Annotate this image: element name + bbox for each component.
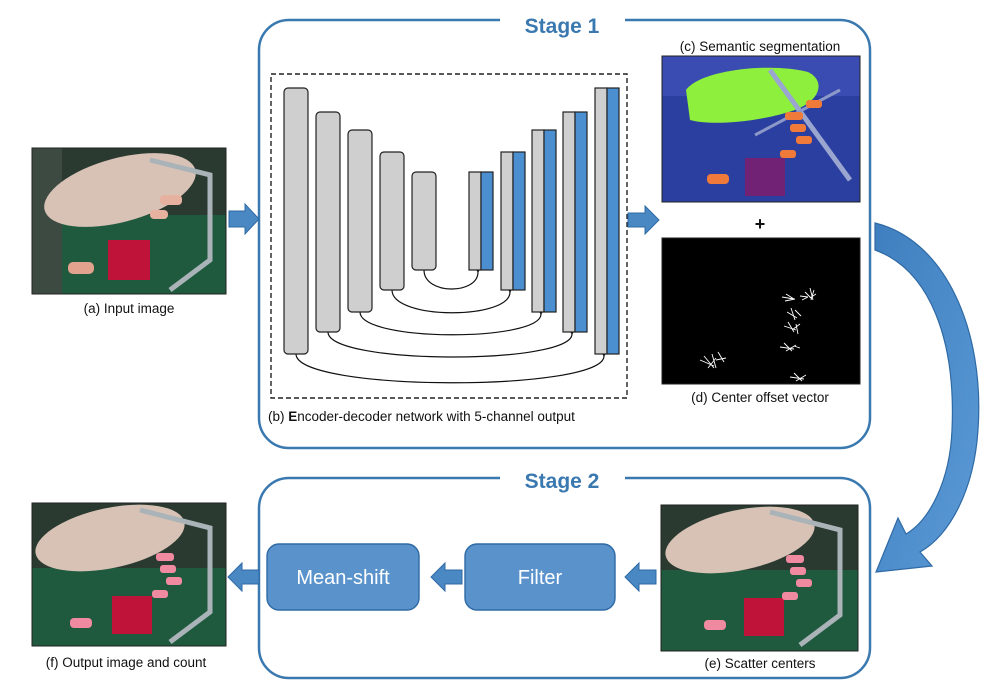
arrow-meanshift-to-output — [227, 561, 260, 593]
skip-connections — [295, 269, 605, 384]
encoder-block-1 — [283, 87, 309, 355]
stage1-title-bg — [500, 8, 625, 36]
filter-box — [464, 543, 616, 611]
encoder-block-5 — [411, 171, 437, 271]
output-image — [31, 502, 227, 647]
input-image — [31, 147, 227, 295]
network-frame — [270, 73, 628, 399]
decoder-block-1-blue — [480, 171, 494, 271]
decoder-block-3-blue — [543, 129, 557, 313]
decoder-block-3-grey — [531, 129, 545, 313]
encoder-block-2 — [315, 111, 341, 333]
encoder-block-4 — [379, 151, 405, 291]
network-caption: (b) Encoder-decoder network with 5-chann… — [268, 409, 575, 424]
scatter-caption: (e) Scatter centers — [704, 656, 815, 671]
stage2-title: Stage 2 — [525, 470, 600, 493]
meanshift-box — [266, 543, 420, 611]
stage1-title: Stage 1 — [525, 15, 600, 38]
decoder-block-1-grey — [468, 171, 482, 271]
encoder-blocks — [283, 87, 437, 355]
plus-sign: + — [755, 214, 766, 234]
stage2-title-bg — [500, 465, 625, 493]
decoder-block-4-grey — [562, 111, 576, 333]
segmentation-caption: (c) Semantic segmentation — [680, 39, 841, 54]
encoder-block-3 — [347, 129, 373, 313]
offset-image — [661, 237, 861, 385]
arrow-input-to-network — [228, 202, 260, 236]
meanshift-label: Mean-shift — [296, 567, 390, 589]
segmentation-image — [661, 55, 861, 203]
arrow-network-to-outputs — [627, 204, 660, 236]
decoder-block-2-grey — [500, 151, 514, 291]
offset-caption: (d) Center offset vector — [691, 390, 829, 405]
decoder-block-2-blue — [512, 151, 526, 291]
arrow-scatter-to-filter — [624, 561, 657, 593]
input-caption: (a) Input image — [84, 301, 175, 316]
decoder-blocks — [468, 87, 620, 355]
stage-transition-arrow — [874, 222, 980, 573]
filter-label: Filter — [518, 567, 563, 589]
scatter-image — [660, 504, 859, 652]
decoder-block-5-blue — [606, 87, 620, 355]
decoder-block-5-grey — [594, 87, 608, 355]
decoder-block-4-blue — [574, 111, 588, 333]
arrow-filter-to-meanshift — [430, 561, 463, 593]
output-caption: (f) Output image and count — [46, 655, 207, 670]
